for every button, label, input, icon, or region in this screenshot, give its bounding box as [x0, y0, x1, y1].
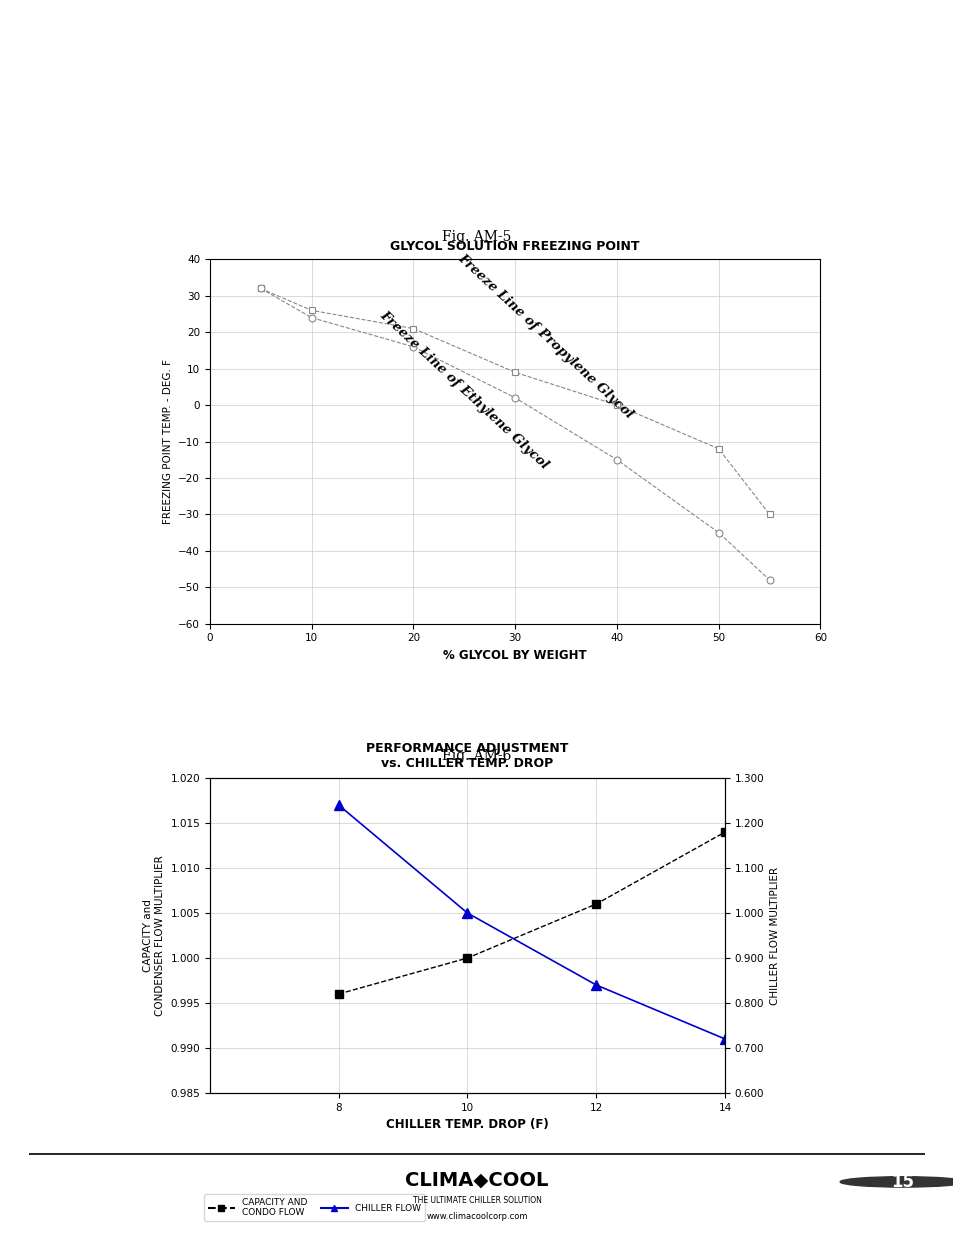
Text: ClimaCool  Glycol Performance Adjustment Factors: ClimaCool Glycol Performance Adjustment … [203, 35, 953, 63]
Text: 15: 15 [890, 1173, 914, 1191]
Text: Freeze Line of Ethylene Glycol: Freeze Line of Ethylene Glycol [377, 309, 551, 472]
Text: CLIMA◆COOL: CLIMA◆COOL [405, 1171, 548, 1189]
Text: Fig. AM-6: Fig. AM-6 [442, 750, 511, 763]
Text: THE ULTIMATE CHILLER SOLUTION: THE ULTIMATE CHILLER SOLUTION [412, 1195, 541, 1205]
X-axis label: CHILLER TEMP. DROP (F): CHILLER TEMP. DROP (F) [386, 1118, 548, 1131]
X-axis label: % GLYCOL BY WEIGHT: % GLYCOL BY WEIGHT [443, 648, 586, 662]
Title: GLYCOL SOLUTION FREEZING POINT: GLYCOL SOLUTION FREEZING POINT [390, 240, 639, 253]
Text: www.climacoolcorp.com: www.climacoolcorp.com [426, 1213, 527, 1221]
Title: PERFORMANCE ADJUSTMENT
vs. CHILLER TEMP. DROP: PERFORMANCE ADJUSTMENT vs. CHILLER TEMP.… [366, 742, 568, 769]
Circle shape [840, 1177, 953, 1187]
Y-axis label: CAPACITY and
CONDENSER FLOW MULTIPLIER: CAPACITY and CONDENSER FLOW MULTIPLIER [143, 855, 165, 1016]
Y-axis label: FREEZING POINT TEMP. - DEG. F: FREEZING POINT TEMP. - DEG. F [163, 359, 172, 524]
Legend: CAPACITY AND
CONDO FLOW, CHILLER FLOW: CAPACITY AND CONDO FLOW, CHILLER FLOW [204, 1194, 424, 1220]
Text: Freeze Line of Propylene Glycol: Freeze Line of Propylene Glycol [455, 251, 636, 421]
Text: Fig. AM-5: Fig. AM-5 [442, 230, 511, 243]
Y-axis label: CHILLER FLOW MULTIPLIER: CHILLER FLOW MULTIPLIER [769, 867, 780, 1004]
